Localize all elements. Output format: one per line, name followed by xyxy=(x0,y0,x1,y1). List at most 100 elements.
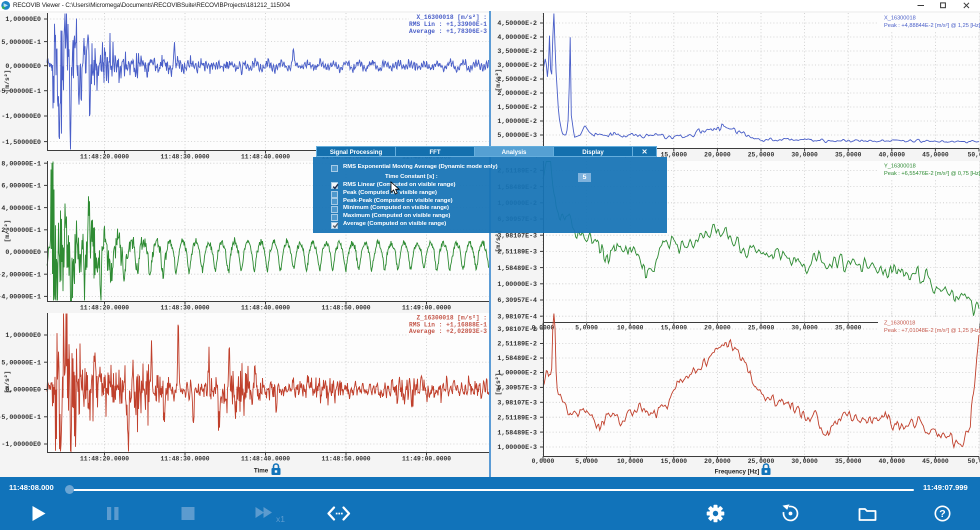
svg-text:[m/s²]: [m/s²] xyxy=(4,220,11,243)
svg-text:1,00000E0: 1,00000E0 xyxy=(5,332,41,339)
svg-text:-1,50000E0: -1,50000E0 xyxy=(1,139,41,146)
svg-text:1,00000E-2: 1,00000E-2 xyxy=(497,370,537,377)
svg-text:2,00000E-1: 2,00000E-1 xyxy=(1,227,41,234)
svg-text:X_16300018: X_16300018 xyxy=(884,16,916,22)
svg-text:Peak : +4,88844E-2 [m/s²] @ 1,: Peak : +4,88844E-2 [m/s²] @ 1,25 [Hz] xyxy=(884,23,980,29)
svg-text:[m/s²]: [m/s²] xyxy=(4,371,11,394)
svg-text:3,50000E-2: 3,50000E-2 xyxy=(497,48,537,55)
svg-text:25,0000: 25,0000 xyxy=(748,325,775,332)
svg-text:2,51189E-3: 2,51189E-3 xyxy=(497,414,537,421)
svg-text:15,0000: 15,0000 xyxy=(661,152,688,159)
svg-text:11:48:20.0000: 11:48:20.0000 xyxy=(80,154,129,161)
svg-text:6,30957E-4: 6,30957E-4 xyxy=(497,297,537,304)
svg-text:1,00000E-3: 1,00000E-3 xyxy=(497,281,537,288)
svg-text:5,0000: 5,0000 xyxy=(575,325,598,332)
svg-text:3,98107E-3: 3,98107E-3 xyxy=(497,400,537,407)
svg-text:?: ? xyxy=(939,508,945,520)
svg-text:1,58489E-3: 1,58489E-3 xyxy=(497,265,537,272)
svg-text:Peak : +7,01048E-2 [m/s²] @ 1,: Peak : +7,01048E-2 [m/s²] @ 1,25 [Hz] xyxy=(884,328,980,334)
svg-text:11:48:30.0000: 11:48:30.0000 xyxy=(160,456,209,463)
svg-text:25,0000: 25,0000 xyxy=(748,152,775,159)
svg-text:20,0000: 20,0000 xyxy=(704,458,731,465)
svg-text:35,0000: 35,0000 xyxy=(835,325,862,332)
svg-text:11:48:30.0000: 11:48:30.0000 xyxy=(160,305,209,312)
svg-text:x1: x1 xyxy=(276,514,285,524)
svg-text:11:48:40.0000: 11:48:40.0000 xyxy=(241,154,290,161)
svg-text:0,00000E0: 0,00000E0 xyxy=(5,249,41,256)
svg-text:30,0000: 30,0000 xyxy=(791,325,818,332)
svg-text:RMS Lin : +1,33900E-1: RMS Lin : +1,33900E-1 xyxy=(409,21,487,28)
svg-text:15,0000: 15,0000 xyxy=(661,458,688,465)
svg-text:1,00000E0: 1,00000E0 xyxy=(5,16,41,23)
svg-text:5,0000: 5,0000 xyxy=(575,458,598,465)
svg-text:11:48:40.0000: 11:48:40.0000 xyxy=(241,456,290,463)
svg-text:50,000: 50,000 xyxy=(968,458,980,465)
svg-text:Average : +2,02893E-3: Average : +2,02893E-3 xyxy=(409,328,487,335)
svg-text:-5,00000E-1: -5,00000E-1 xyxy=(0,88,41,95)
svg-text:11:48:50.0000: 11:48:50.0000 xyxy=(321,305,370,312)
svg-text:11:49:00.0000: 11:49:00.0000 xyxy=(402,456,451,463)
svg-text:-2,00000E-1: -2,00000E-1 xyxy=(0,271,41,278)
svg-text:15,0000: 15,0000 xyxy=(661,325,688,332)
svg-text:4,50000E-2: 4,50000E-2 xyxy=(497,20,537,27)
svg-text:Average : +1,78306E-3: Average : +1,78306E-3 xyxy=(409,28,487,35)
svg-text:8,00000E-1: 8,00000E-1 xyxy=(1,160,41,167)
svg-text:2,51189E-2: 2,51189E-2 xyxy=(497,341,537,348)
svg-text:3,98107E-3: 3,98107E-3 xyxy=(497,232,537,239)
svg-text:11:48:40.0000: 11:48:40.0000 xyxy=(241,305,290,312)
svg-text:Y_16300018: Y_16300018 xyxy=(884,164,916,170)
svg-text:3,00000E-2: 3,00000E-2 xyxy=(497,62,537,69)
svg-text:-5,00000E-1: -5,00000E-1 xyxy=(0,414,41,421)
svg-text:30,0000: 30,0000 xyxy=(791,458,818,465)
svg-text:11:48:30.0000: 11:48:30.0000 xyxy=(160,154,209,161)
svg-text:1,50000E-2: 1,50000E-2 xyxy=(497,104,537,111)
svg-text:2,00000E-2: 2,00000E-2 xyxy=(497,90,537,97)
svg-text:[m/s²]: [m/s²] xyxy=(4,70,11,93)
svg-text:20,0000: 20,0000 xyxy=(704,325,731,332)
svg-text:5,00000E-1: 5,00000E-1 xyxy=(1,39,41,46)
svg-text:[m/s²]: [m/s²] xyxy=(495,69,502,92)
svg-text:6,30957E-3: 6,30957E-3 xyxy=(497,385,537,392)
svg-text:30,0000: 30,0000 xyxy=(791,152,818,159)
svg-text:10,0000: 10,0000 xyxy=(617,325,644,332)
svg-text:11:48:50.0000: 11:48:50.0000 xyxy=(321,456,370,463)
svg-text:11:48:20.0000: 11:48:20.0000 xyxy=(80,456,129,463)
svg-text:0,00000E0: 0,00000E0 xyxy=(5,63,41,70)
svg-text:-1,00000E0: -1,00000E0 xyxy=(1,441,41,448)
svg-text:5,00000E-1: 5,00000E-1 xyxy=(1,359,41,366)
svg-text:[m/s²]: [m/s²] xyxy=(495,373,502,396)
svg-text:1,00000E-2: 1,00000E-2 xyxy=(497,118,537,125)
svg-text:Frequency [Hz]: Frequency [Hz] xyxy=(715,469,760,476)
svg-text:0,0000: 0,0000 xyxy=(532,458,555,465)
svg-text:1,00000E-3: 1,00000E-3 xyxy=(497,444,537,451)
svg-text:11:49:00.0000: 11:49:00.0000 xyxy=(402,305,451,312)
svg-text:35,0000: 35,0000 xyxy=(835,458,862,465)
svg-text:4,00000E-2: 4,00000E-2 xyxy=(497,34,537,41)
svg-text:[m/s²]: [m/s²] xyxy=(495,230,502,253)
svg-text:-1,00000E0: -1,00000E0 xyxy=(1,113,41,120)
svg-text:2,51189E-3: 2,51189E-3 xyxy=(497,249,537,256)
svg-text:Peak : +6,55476E-2 [m/s²] @ 0,: Peak : +6,55476E-2 [m/s²] @ 0,75 [Hz] xyxy=(884,171,980,177)
svg-text:Z_16300018 [m/s²] :: Z_16300018 [m/s²] : xyxy=(416,315,487,322)
svg-text:Time: Time xyxy=(254,468,269,475)
svg-text:Z_16300018: Z_16300018 xyxy=(884,321,915,327)
svg-text:X_16300018 [m/s²] :: X_16300018 [m/s²] : xyxy=(416,14,487,21)
svg-text:40,0000: 40,0000 xyxy=(879,458,906,465)
svg-text:2,50000E-2: 2,50000E-2 xyxy=(497,76,537,83)
svg-text:1,58489E-3: 1,58489E-3 xyxy=(497,429,537,436)
svg-text:11:48:20.0000: 11:48:20.0000 xyxy=(80,305,129,312)
svg-text:-4,00000E-1: -4,00000E-1 xyxy=(0,294,41,301)
svg-text:1,58489E-2: 1,58489E-2 xyxy=(497,355,537,362)
svg-text:RMS Lin : +1,16888E-1: RMS Lin : +1,16888E-1 xyxy=(409,321,487,328)
svg-text:6,00000E-1: 6,00000E-1 xyxy=(1,183,41,190)
svg-text:20,0000: 20,0000 xyxy=(704,152,731,159)
svg-text:40,0000: 40,0000 xyxy=(879,152,906,159)
svg-text:45,0000: 45,0000 xyxy=(922,458,949,465)
svg-text:45,0000: 45,0000 xyxy=(922,152,949,159)
svg-text:4,00000E-1: 4,00000E-1 xyxy=(1,205,41,212)
svg-text:5,00000E-3: 5,00000E-3 xyxy=(497,132,537,139)
svg-text:3,98107E-2: 3,98107E-2 xyxy=(497,326,537,333)
svg-text:10,0000: 10,0000 xyxy=(617,458,644,465)
svg-text:50,000: 50,000 xyxy=(968,152,980,159)
svg-text:35,0000: 35,0000 xyxy=(835,152,862,159)
